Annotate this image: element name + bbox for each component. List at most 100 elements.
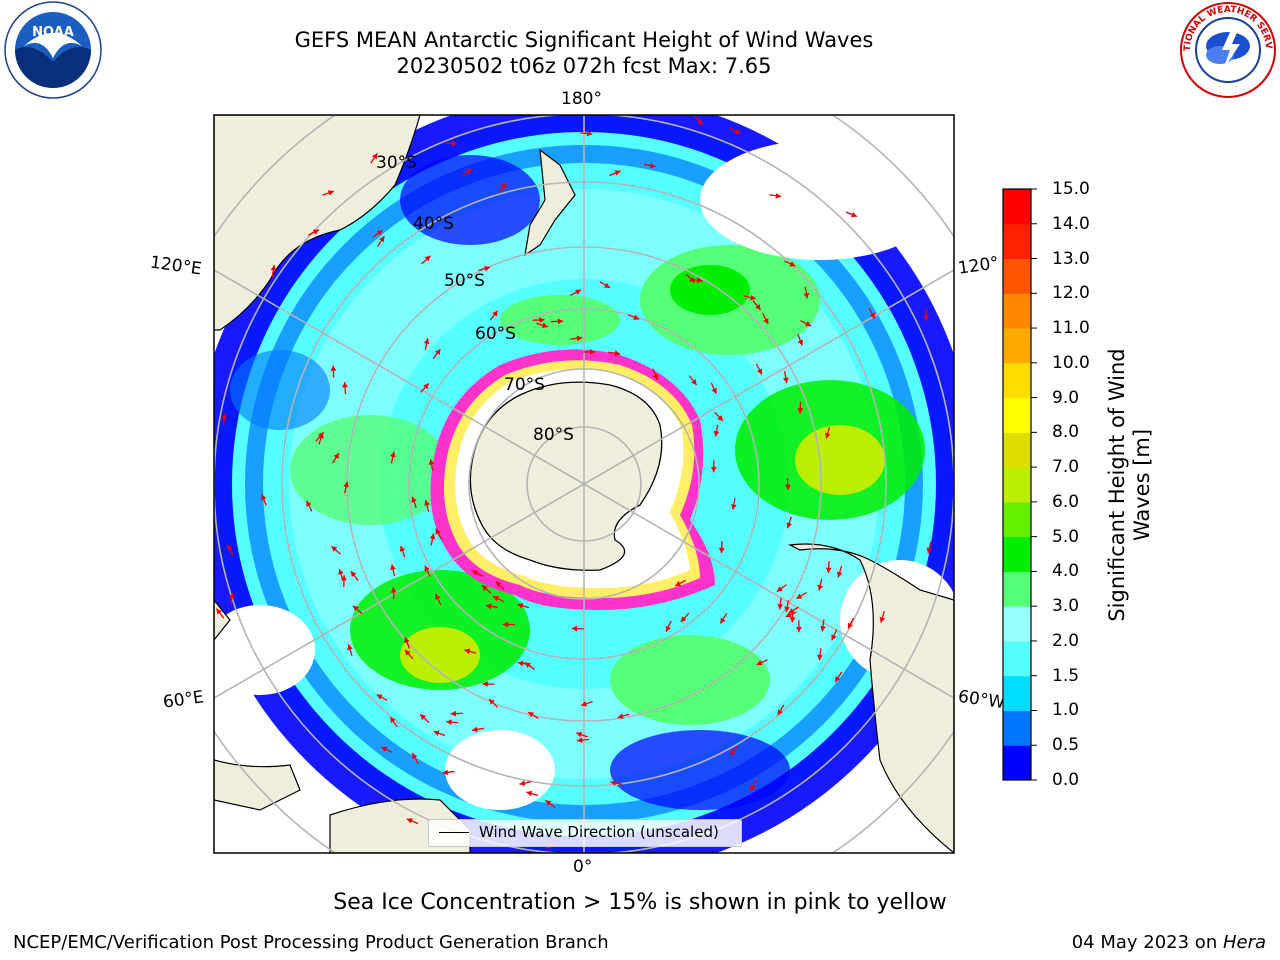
lat-label-40s: 40°S xyxy=(413,214,454,234)
wave-direction-arrow xyxy=(464,648,477,655)
colorbar-tick-label: 9.0 xyxy=(1052,387,1080,408)
wave-direction-arrow xyxy=(433,730,446,737)
wave-direction-arrow xyxy=(442,769,455,776)
wave-direction-arrow xyxy=(390,564,396,577)
wave-direction-arrow xyxy=(576,737,590,743)
wave-direction-arrow xyxy=(847,617,855,629)
graticule xyxy=(214,115,954,853)
colorbar-bin xyxy=(1003,328,1031,364)
wave-direction-arrow xyxy=(551,318,564,325)
colorbar-tick-label: 11.0 xyxy=(1052,318,1090,339)
wave-direction-arrow xyxy=(545,799,556,809)
wave-direction-arrow xyxy=(710,460,717,473)
wave-direction-arrow xyxy=(643,162,656,169)
wave-direction-arrow xyxy=(489,310,499,321)
land-masses xyxy=(214,115,954,853)
wave-direction-arrow xyxy=(599,281,611,289)
wave-direction-arrow xyxy=(226,544,234,556)
wave-direction-arrow xyxy=(352,605,363,615)
wave-direction-arrow xyxy=(784,478,791,491)
colorbar-bin xyxy=(1003,571,1031,607)
colorbar-bin xyxy=(1003,536,1031,572)
wave-direction-arrow xyxy=(377,235,385,247)
wave-direction-arrow xyxy=(926,541,933,554)
wave-direction-arrow xyxy=(714,411,724,422)
wave-direction-arrow xyxy=(756,659,768,666)
colorbar-bin xyxy=(1003,362,1031,399)
colorbar-bin xyxy=(1003,293,1031,329)
wave-direction-arrow xyxy=(831,629,838,641)
wave-direction-arrow xyxy=(749,780,757,792)
wave-direction-arrow xyxy=(796,592,808,600)
wave-direction-arrow xyxy=(380,746,393,753)
wave-direction-arrow xyxy=(570,335,583,342)
wave-direction-arrow xyxy=(420,382,430,393)
wave-direction-arrow xyxy=(610,780,623,786)
wave-direction-arrow xyxy=(834,671,843,683)
wave-direction-arrow xyxy=(331,545,341,555)
wave-direction-arrow xyxy=(421,255,431,265)
wave-direction-arrow xyxy=(762,313,769,325)
wave-direction-arrow xyxy=(435,528,442,540)
wave-direction-arrow xyxy=(752,300,762,311)
antarctica xyxy=(469,381,663,571)
wave-direction-arrow xyxy=(502,621,515,628)
nws-logo: NATIONAL WEATHER SERVICE xyxy=(1176,0,1276,98)
colorbar-tick-label: 7.0 xyxy=(1052,457,1080,478)
wave-direction-arrow xyxy=(713,424,720,437)
wave-direction-arrow xyxy=(399,545,406,558)
colorbar-frame xyxy=(1002,188,1032,781)
wave-direction-arrow xyxy=(797,401,804,414)
wave-direction-arrow xyxy=(478,265,491,272)
colorbar-tick-label: 0.0 xyxy=(1052,770,1080,790)
wave-direction-arrow xyxy=(419,713,430,723)
colorbar-bin xyxy=(1003,710,1031,746)
wave-direction-arrow xyxy=(785,611,797,618)
wave-direction-arrow xyxy=(481,584,492,594)
colorbar-tick-label: 6.0 xyxy=(1052,491,1080,512)
wave-direction-arrow xyxy=(347,644,353,656)
lat-label-30s: 30°S xyxy=(376,153,417,173)
wave-direction-arrow xyxy=(307,229,320,236)
wave-direction-arrow xyxy=(322,190,335,196)
wave-direction-arrow xyxy=(784,600,790,613)
wave-direction-arrow xyxy=(743,294,756,301)
wave-direction-arrow xyxy=(485,603,498,610)
colorbar-tick-label: 8.0 xyxy=(1052,422,1080,443)
wave-direction-arrow xyxy=(390,451,396,464)
wave-direction-arrow xyxy=(445,140,458,147)
colorbar-tick-label: 13.0 xyxy=(1052,248,1090,269)
noaa-logo-text: NOAA xyxy=(32,25,74,40)
wave-direction-arrow xyxy=(694,115,704,126)
wave-direction-arrow xyxy=(404,637,411,649)
wave-direction-arrow xyxy=(583,349,596,355)
colorbar-bin xyxy=(1003,467,1031,503)
wave-direction-arrow xyxy=(261,494,267,506)
wave-direction-arrow xyxy=(608,350,621,357)
wave-direction-arrow xyxy=(769,192,782,199)
wave-direction-arrow xyxy=(729,127,741,135)
colorbar-tick-label: 15.0 xyxy=(1052,179,1090,199)
colorbar-tick-label: 2.0 xyxy=(1052,630,1080,651)
wave-direction-arrow xyxy=(609,170,621,177)
wave-direction-arrow xyxy=(428,459,435,472)
footer-left: NCEP/EMC/Verification Post Processing Pr… xyxy=(13,932,609,953)
wave-direction-arrow xyxy=(730,497,737,510)
wave-direction-arrow xyxy=(652,368,659,381)
wave-direction-arrow xyxy=(836,565,843,578)
wave-direction-arrow xyxy=(786,516,792,529)
colorbar-bin xyxy=(1003,675,1031,711)
wave-direction-arrow xyxy=(782,371,789,384)
wave-direction-arrow xyxy=(570,289,582,297)
wave-direction-arrow xyxy=(788,606,800,614)
colorbar-bin xyxy=(1003,745,1031,781)
wave-direction-arrow xyxy=(784,260,796,267)
wave-direction-arrow xyxy=(817,648,823,661)
wave-direction-arrow xyxy=(331,452,340,464)
wave-direction-arrow xyxy=(315,431,325,442)
wave-direction-arrow xyxy=(755,363,763,375)
wave-direction-arrow xyxy=(471,569,483,577)
wave-direction-arrow xyxy=(390,587,397,600)
wave-direction-arrow xyxy=(338,568,344,581)
